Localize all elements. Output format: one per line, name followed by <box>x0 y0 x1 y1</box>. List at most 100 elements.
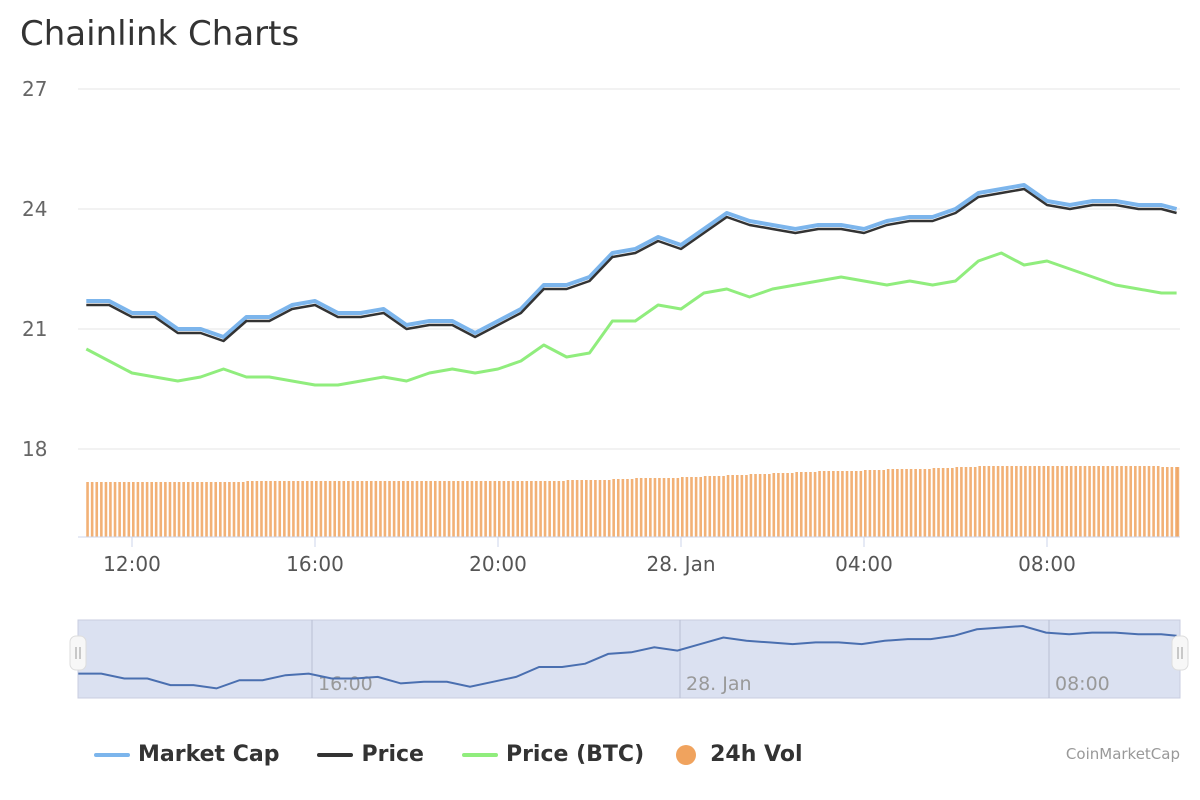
volume-bar <box>813 472 817 537</box>
volume-bar <box>223 482 227 537</box>
volume-bar <box>141 482 144 537</box>
volume-bar <box>914 469 917 537</box>
x-tick-label: 20:00 <box>469 552 527 576</box>
volume-bar <box>205 482 208 537</box>
navigator-handle-right[interactable] <box>1171 635 1189 671</box>
x-tick-label: 12:00 <box>103 552 161 576</box>
legend-label: Price (BTC) <box>505 742 645 767</box>
volume-bar <box>292 481 295 537</box>
volume-bar <box>708 476 712 537</box>
volume-bar <box>786 473 789 537</box>
volume-bar <box>1024 466 1027 537</box>
volume-bar <box>360 481 364 537</box>
volume-bar <box>315 481 318 537</box>
volume-bar <box>118 482 121 537</box>
volume-bar <box>1101 466 1105 537</box>
y-tick-label: 27 <box>22 77 47 101</box>
volume-bar <box>923 469 927 537</box>
volume-bar <box>337 481 341 537</box>
volume-bar <box>585 480 588 537</box>
volume-bar <box>973 467 977 537</box>
volume-bar <box>1092 466 1096 537</box>
volume-bar <box>530 481 533 537</box>
x-tick-label: 28. Jan <box>647 552 716 576</box>
volume-bar <box>621 479 625 537</box>
credits-link[interactable]: CoinMarketCap <box>1065 745 1180 763</box>
volume-bar <box>328 481 332 537</box>
volume-bar <box>790 473 794 537</box>
volume-bar <box>1134 466 1137 537</box>
volume-bar <box>905 469 908 537</box>
volume-bar <box>795 472 798 537</box>
volume-bar <box>402 481 405 537</box>
volume-bar <box>411 481 414 537</box>
volume-bar <box>136 482 140 537</box>
volume-bar <box>397 481 401 537</box>
volume-bar <box>1106 466 1110 537</box>
volume-bar <box>342 481 346 537</box>
volume-bar <box>1010 466 1014 537</box>
volume-bar <box>653 478 657 537</box>
volume-bar <box>571 480 574 537</box>
volume-bar <box>420 481 423 537</box>
volume-bar <box>589 480 593 537</box>
volume-bar <box>694 477 698 537</box>
legend-item-price-btc[interactable]: Price (BTC) <box>461 742 645 767</box>
volume-bar <box>768 474 771 537</box>
volume-bar <box>475 481 478 537</box>
chart-title: Chainlink Charts <box>20 14 300 54</box>
volume-bar <box>415 481 419 537</box>
volume-bar <box>667 478 670 537</box>
volume-bar <box>392 481 396 537</box>
volume-bar <box>992 466 995 537</box>
volume-bar <box>996 466 1000 537</box>
volume-bar <box>772 473 776 537</box>
volume-bar <box>507 481 510 537</box>
volume-bar <box>639 478 643 537</box>
volume-bar <box>1083 466 1087 537</box>
volume-bar <box>557 481 561 537</box>
volume-bar <box>200 482 204 537</box>
volume-bar <box>104 482 108 537</box>
volume-bar <box>310 481 314 537</box>
volume-bar <box>379 481 382 537</box>
volume-bar <box>804 472 808 537</box>
volume-bar <box>1037 466 1041 537</box>
x-tick-label: 04:00 <box>835 552 893 576</box>
volume-bar <box>1111 466 1114 537</box>
volume-bar <box>406 481 410 537</box>
volume-bar <box>132 482 135 537</box>
volume-bar <box>260 481 263 537</box>
volume-bar <box>699 477 702 537</box>
volume-bar <box>671 478 675 537</box>
volume-bar <box>987 466 991 537</box>
volume-bar <box>90 482 94 537</box>
legend-item-market-cap[interactable]: Market Cap <box>94 742 279 767</box>
price-swatch <box>317 752 354 757</box>
volume-bar <box>301 481 304 537</box>
volume-bar <box>960 467 963 537</box>
volume-bar <box>891 469 895 537</box>
volume-bar <box>1015 466 1018 537</box>
legend-item-volume[interactable]: 24h Vol <box>676 742 803 767</box>
volume-bar <box>209 482 213 537</box>
navigator-handle-left[interactable] <box>69 635 87 671</box>
y-tick-label: 18 <box>22 437 47 461</box>
volume-bar <box>777 473 780 537</box>
volume-bar <box>95 482 99 537</box>
volume-bar <box>365 481 368 537</box>
volume-bar <box>969 467 972 537</box>
volume-bar <box>1069 466 1073 537</box>
volume-bar <box>676 478 680 537</box>
volume-bar <box>347 481 350 537</box>
volume-bar <box>145 482 149 537</box>
legend: Market Cap Price Price (BTC) 24h Vol <box>94 742 841 767</box>
volume-bar <box>799 472 803 537</box>
volume-bar <box>1079 466 1082 537</box>
volume-bar <box>237 482 240 537</box>
legend-item-price[interactable]: Price <box>317 742 424 767</box>
volume-bar <box>562 481 565 537</box>
volume-bar <box>324 481 327 537</box>
volume-bar <box>928 469 931 537</box>
volume-bar <box>255 481 259 537</box>
